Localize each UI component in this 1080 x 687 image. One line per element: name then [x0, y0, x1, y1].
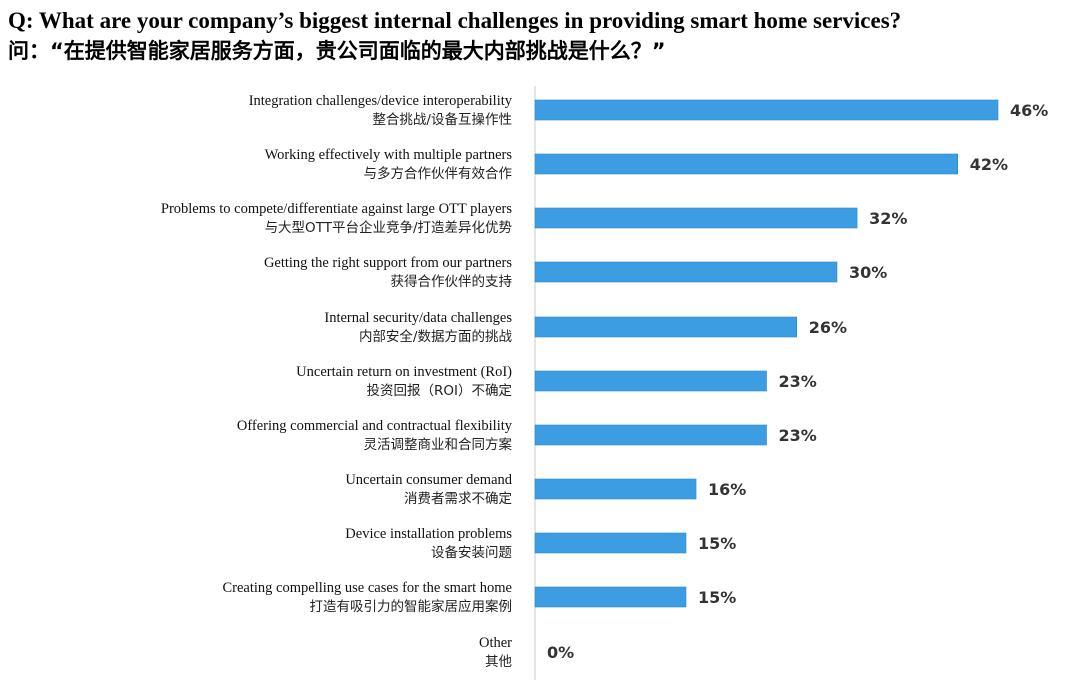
- category-label-zh: 整合挑战/设备互操作性: [372, 111, 512, 128]
- category-label-en: Device installation problems: [345, 526, 512, 542]
- category-label-en: Offering commercial and contractual flex…: [237, 418, 513, 434]
- category-label-zh: 打造有吸引力的智能家居应用案例: [310, 598, 513, 615]
- category-label-zh: 消费者需求不确定: [404, 491, 512, 507]
- category-label-en: Working effectively with multiple partne…: [265, 147, 513, 163]
- question-english: Q: What are your company’s biggest inter…: [8, 8, 902, 33]
- bar: [534, 261, 838, 283]
- category-label-zh: 内部安全/数据方面的挑战: [359, 328, 513, 345]
- value-label: 23%: [779, 426, 817, 445]
- value-label: 42%: [970, 155, 1008, 174]
- category-label-en: Uncertain consumer demand: [345, 472, 512, 488]
- bar: [534, 424, 767, 446]
- category-label-zh: 投资回报（ROI）不确定: [367, 383, 513, 399]
- category-label-en: Integration challenges/device interopera…: [249, 93, 513, 109]
- bar: [534, 586, 687, 608]
- category-label-zh: 与大型OTT平台企业竞争/打造差异化优势: [265, 219, 512, 236]
- value-label: 46%: [1010, 101, 1048, 120]
- category-label-en: Uncertain return on investment (RoI): [296, 364, 512, 380]
- value-label: 30%: [849, 263, 887, 282]
- category-label-en: Problems to compete/differentiate agains…: [161, 201, 512, 217]
- value-label: 16%: [708, 480, 746, 499]
- bar: [534, 316, 797, 338]
- category-label-en: Getting the right support from our partn…: [264, 255, 512, 271]
- bar: [534, 207, 858, 229]
- bar: [534, 99, 999, 121]
- value-label: 15%: [698, 534, 736, 553]
- bar: [534, 370, 767, 392]
- category-label-zh: 灵活调整商业和合同方案: [364, 436, 513, 453]
- value-label: 26%: [809, 318, 847, 337]
- value-label: 0%: [547, 643, 574, 662]
- bar: [534, 478, 697, 500]
- chart-heading: Q: What are your company’s biggest inter…: [8, 6, 1074, 66]
- bar: [534, 153, 959, 175]
- category-label-zh: 设备安装问题: [431, 544, 512, 561]
- category-label-en: Other: [479, 635, 512, 651]
- value-label: 32%: [869, 209, 907, 228]
- category-label-en: Creating compelling use cases for the sm…: [222, 580, 512, 596]
- category-label-zh: 与多方合作伙伴有效合作: [364, 165, 513, 182]
- question-chinese: 问：“在提供智能家居服务方面，贵公司面临的最大内部挑战是什么？”: [8, 39, 666, 63]
- category-label-en: Internal security/data challenges: [324, 310, 512, 326]
- value-label: 15%: [698, 588, 736, 607]
- bar: [534, 532, 687, 554]
- category-label-zh: 其他: [485, 654, 512, 670]
- value-label: 23%: [779, 372, 817, 391]
- category-label-zh: 获得合作伙伴的支持: [391, 273, 513, 290]
